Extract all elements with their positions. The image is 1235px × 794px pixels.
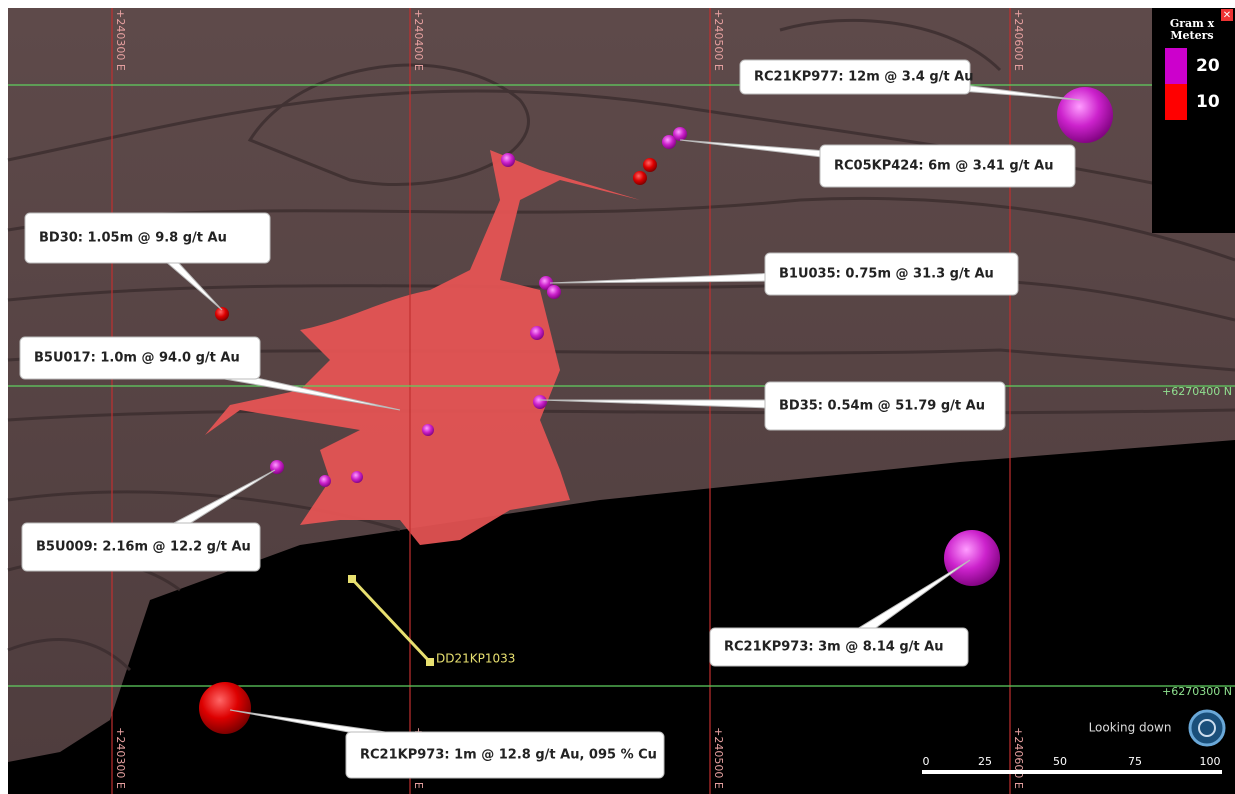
sphere bbox=[673, 127, 687, 141]
easting-label: +240400 E bbox=[412, 9, 425, 71]
sphere bbox=[643, 158, 657, 172]
sphere bbox=[215, 307, 229, 321]
sphere bbox=[530, 326, 544, 340]
easting-label: +240500 E bbox=[712, 727, 725, 789]
easting-label: +240600 E bbox=[1012, 9, 1025, 71]
northing-label: +6270300 N bbox=[1162, 685, 1232, 698]
collar bbox=[348, 575, 356, 583]
sphere bbox=[351, 471, 363, 483]
northing-label: +6270400 N bbox=[1162, 385, 1232, 398]
sphere bbox=[1057, 87, 1113, 143]
end bbox=[426, 658, 434, 666]
scale-bar: 0 25 50 75 100 bbox=[922, 755, 1222, 774]
sphere bbox=[422, 424, 434, 436]
legend-title: Gram x Meters bbox=[1170, 17, 1215, 42]
callout-text: RC21KP977: 12m @ 3.4 g/t Au bbox=[754, 70, 973, 85]
ore-body bbox=[205, 150, 640, 545]
legend-swatch bbox=[1165, 84, 1187, 120]
legend: Gram x Meters ✕ 20 10 bbox=[1152, 8, 1235, 233]
compass-ring bbox=[1198, 719, 1216, 737]
sphere bbox=[533, 395, 547, 409]
easting-label: +240600 E bbox=[1012, 727, 1025, 789]
compass[interactable] bbox=[1188, 709, 1226, 747]
callout-box bbox=[21, 522, 261, 572]
callout-box bbox=[764, 381, 1006, 431]
callout-text: B1U035: 0.75m @ 31.3 g/t Au bbox=[779, 267, 994, 282]
legend-panel bbox=[1152, 8, 1235, 233]
scale-label: 50 bbox=[1053, 755, 1067, 768]
scale-bar-rect bbox=[922, 770, 1222, 774]
sphere bbox=[199, 682, 251, 734]
view-label: Looking down bbox=[1089, 721, 1172, 735]
callout-text: BD35: 0.54m @ 51.79 g/t Au bbox=[779, 399, 985, 414]
sphere bbox=[501, 153, 515, 167]
close-button[interactable] bbox=[1221, 9, 1233, 21]
scale-label: 25 bbox=[978, 755, 992, 768]
terrain bbox=[8, 8, 1235, 762]
callout-text: B5U017: 1.0m @ 94.0 g/t Au bbox=[34, 351, 240, 366]
drillhole-label: DD21KP1033 bbox=[436, 652, 515, 666]
scale-label: 75 bbox=[1128, 755, 1142, 768]
easting-label: +240300 E bbox=[114, 727, 127, 789]
easting-label: +240300 E bbox=[114, 9, 127, 71]
sphere bbox=[319, 475, 331, 487]
callout-text: B5U009: 2.16m @ 12.2 g/t Au bbox=[36, 540, 251, 555]
callout-box bbox=[24, 212, 271, 264]
callout-text: RC05KP424: 6m @ 3.41 g/t Au bbox=[834, 159, 1053, 174]
callout-text: BD30: 1.05m @ 9.8 g/t Au bbox=[39, 231, 227, 246]
legend-label: 10 bbox=[1196, 92, 1220, 112]
drill-trace bbox=[350, 577, 432, 664]
legend-swatch bbox=[1165, 48, 1187, 84]
sphere bbox=[539, 276, 553, 290]
easting-label: +240500 E bbox=[712, 9, 725, 71]
close-icon[interactable]: ✕ bbox=[1223, 10, 1231, 21]
callouts: RC21KP977: 12m @ 3.4 g/t Au RC05KP424: 6m… bbox=[19, 59, 1081, 779]
scale-label: 100 bbox=[1200, 755, 1221, 768]
sphere bbox=[547, 285, 561, 299]
callout-text: RC21KP973: 1m @ 12.8 g/t Au, 095 % Cu bbox=[360, 748, 657, 763]
callout-box bbox=[345, 731, 665, 779]
drillhole: DD21KP1033 bbox=[348, 575, 515, 666]
sphere bbox=[662, 135, 676, 149]
spheres bbox=[199, 87, 1113, 734]
callout-box bbox=[764, 252, 1019, 296]
callout-box bbox=[709, 627, 969, 667]
scale-label: 0 bbox=[923, 755, 930, 768]
legend-label: 20 bbox=[1196, 56, 1220, 76]
sphere bbox=[944, 530, 1000, 586]
callout-box bbox=[739, 59, 971, 95]
view-indicator: Looking down bbox=[1089, 709, 1226, 747]
callout-box bbox=[819, 144, 1076, 188]
callout-box bbox=[19, 336, 261, 380]
callout-text: RC21KP973: 3m @ 8.14 g/t Au bbox=[724, 640, 943, 655]
sphere bbox=[633, 171, 647, 185]
